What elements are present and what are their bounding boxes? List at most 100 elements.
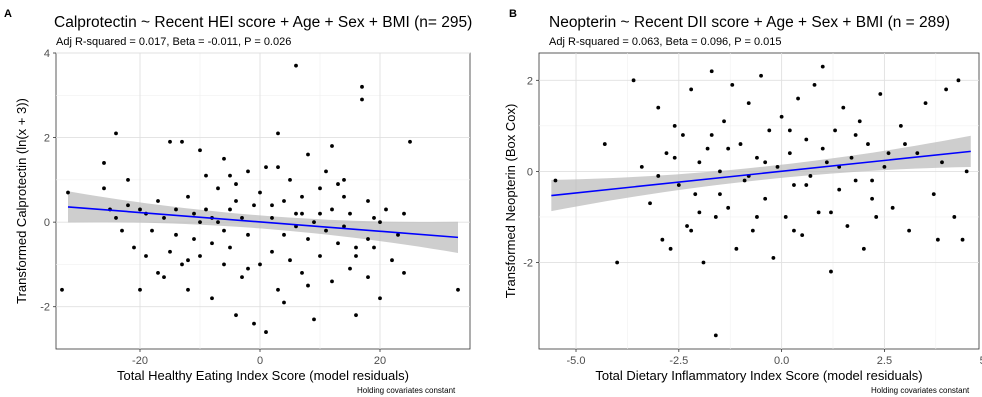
- data-point: [192, 237, 196, 241]
- data-point: [366, 237, 370, 241]
- y-tick-label: 0: [527, 166, 533, 178]
- data-point: [222, 228, 226, 233]
- data-point: [228, 207, 232, 212]
- data-point: [162, 216, 166, 220]
- data-point: [697, 210, 702, 215]
- data-point: [252, 203, 256, 208]
- data-point: [944, 87, 949, 92]
- data-point: [366, 275, 370, 280]
- data-point: [697, 160, 702, 165]
- data-point: [102, 161, 106, 165]
- data-point: [282, 232, 286, 237]
- data-point: [318, 211, 322, 216]
- y-tick-label: 2: [44, 133, 50, 145]
- data-point: [738, 142, 743, 146]
- data-point: [960, 237, 965, 242]
- data-point: [312, 317, 316, 322]
- data-point: [808, 174, 813, 178]
- data-point: [198, 148, 202, 153]
- data-point: [602, 142, 607, 146]
- data-point: [258, 262, 262, 267]
- data-point: [726, 146, 731, 151]
- y-tick-label: -2: [523, 257, 533, 269]
- data-point: [935, 237, 940, 242]
- x-tick-label: 20: [374, 355, 386, 367]
- data-point: [354, 313, 358, 318]
- data-point: [282, 199, 286, 203]
- data-point: [553, 178, 558, 183]
- data-point: [783, 215, 788, 219]
- data-point: [264, 330, 268, 334]
- data-point: [685, 224, 689, 228]
- data-point: [222, 262, 226, 267]
- data-point: [240, 216, 244, 220]
- data-point: [348, 211, 352, 216]
- data-point: [246, 169, 250, 174]
- data-point: [915, 151, 920, 156]
- data-point: [342, 224, 346, 229]
- panel-a: A Calprotectin ~ Recent HEI score + Age …: [4, 8, 472, 395]
- data-point: [330, 207, 334, 212]
- data-point: [779, 114, 784, 119]
- data-point: [689, 228, 694, 233]
- data-point: [66, 190, 70, 195]
- data-point: [824, 160, 829, 165]
- data-point: [114, 131, 118, 136]
- data-point: [270, 249, 274, 254]
- data-point: [156, 270, 160, 275]
- data-point: [882, 164, 887, 169]
- x-tick-label: 0: [257, 355, 263, 367]
- data-point: [186, 258, 190, 263]
- data-point: [874, 215, 879, 219]
- data-point: [615, 260, 620, 265]
- data-point: [312, 220, 316, 225]
- data-point: [890, 205, 895, 210]
- data-point: [180, 139, 184, 144]
- data-point: [750, 228, 755, 233]
- data-point: [300, 211, 304, 216]
- data-point: [132, 245, 136, 250]
- chart-subtitle: Adj R-squared = 0.017, Beta = -0.011, P …: [56, 36, 292, 48]
- y-tick-label: 4: [44, 48, 50, 60]
- data-point: [234, 182, 238, 186]
- data-point: [300, 194, 304, 199]
- data-point: [270, 216, 274, 220]
- data-point: [870, 196, 874, 201]
- data-point: [306, 152, 310, 157]
- y-tick-label: 0: [44, 217, 50, 229]
- data-point: [378, 296, 382, 301]
- data-point: [150, 228, 154, 233]
- data-point: [138, 287, 142, 292]
- x-tick-label: -5.0: [567, 355, 586, 367]
- data-point: [792, 183, 796, 187]
- data-point: [378, 220, 382, 225]
- data-point: [755, 155, 759, 160]
- data-point: [964, 169, 969, 174]
- data-point: [763, 196, 768, 201]
- data-point: [726, 205, 731, 210]
- data-point: [210, 296, 214, 301]
- x-tick-label: 5.0: [980, 355, 982, 367]
- data-point: [330, 144, 334, 148]
- data-point: [796, 96, 800, 101]
- data-point: [631, 78, 636, 83]
- data-point: [336, 182, 340, 186]
- y-axis-title: Transformed Neopterin (Box Cox): [503, 104, 518, 299]
- data-point: [664, 151, 669, 156]
- data-point: [216, 186, 220, 191]
- data-point: [820, 146, 825, 151]
- fit-line: [551, 150, 971, 197]
- data-point: [701, 260, 706, 265]
- data-point: [853, 178, 858, 183]
- data-point: [759, 73, 763, 78]
- data-point: [324, 228, 328, 233]
- data-point: [354, 245, 358, 250]
- data-point: [276, 131, 280, 136]
- data-point: [144, 254, 148, 258]
- data-point: [841, 105, 846, 110]
- data-point: [660, 237, 665, 242]
- data-point: [306, 283, 310, 288]
- data-point: [952, 215, 957, 219]
- data-point: [60, 287, 64, 292]
- data-point: [372, 245, 376, 250]
